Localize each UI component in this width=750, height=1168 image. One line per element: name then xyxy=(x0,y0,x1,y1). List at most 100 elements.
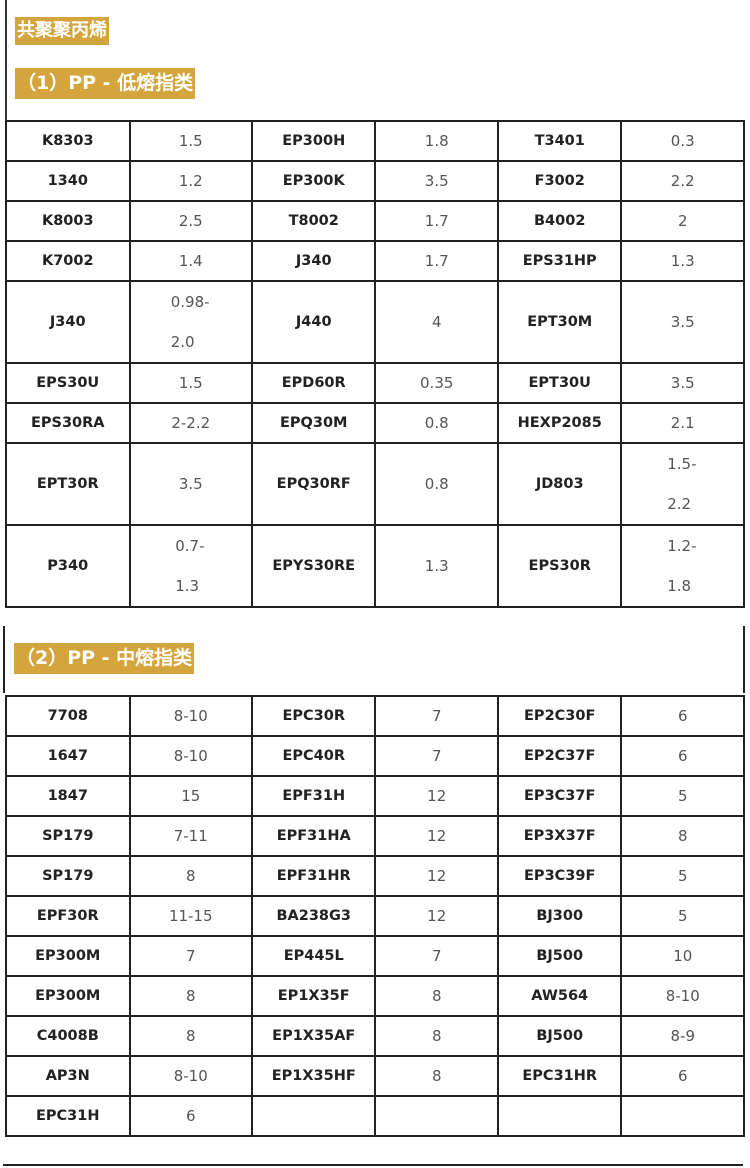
grade-cell: EPQ30RF xyxy=(250,442,377,526)
melt-index-cell: 7 xyxy=(374,735,499,777)
melt-index-cell: 6 xyxy=(620,695,745,737)
melt-index-cell: 12 xyxy=(374,815,499,857)
grade-cell: EP2C30F xyxy=(496,695,623,737)
page-title: 共聚聚丙烯 xyxy=(15,17,109,45)
grade-cell: EP300M xyxy=(5,975,131,1017)
grade-cell: EPD60R xyxy=(250,362,377,404)
table-row: SP179 7-11 EPF31HA 12 EP3X37F 8 xyxy=(5,815,745,857)
melt-index-cell: 8 xyxy=(128,1015,253,1057)
table-row: EPS30RA 2-2.2 EPQ30M 0.8 HEXP2085 2.1 xyxy=(5,402,745,444)
grade-cell xyxy=(250,1095,377,1137)
melt-index-cell: 12 xyxy=(374,855,499,897)
grade-cell: SP179 xyxy=(5,855,131,897)
grade-cell: EPT30U xyxy=(496,362,623,404)
bottom-border xyxy=(3,1164,743,1166)
melt-index-cell: 1.5-2.2 xyxy=(620,442,745,526)
table-row: 1847 15 EPF31H 12 EP3C37F 5 xyxy=(5,775,745,817)
melt-index-cell: 0.35 xyxy=(374,362,499,404)
melt-index-cell: 15 xyxy=(128,775,253,817)
grade-cell: AW564 xyxy=(496,975,623,1017)
melt-index-cell: 8-9 xyxy=(620,1015,745,1057)
melt-index-cell: 1.5 xyxy=(128,362,253,404)
melt-index-cell: 8-10 xyxy=(128,1055,253,1097)
melt-index-cell: 8-10 xyxy=(128,735,253,777)
grade-cell: BJ500 xyxy=(496,935,623,977)
grade-cell: F3002 xyxy=(496,160,623,202)
melt-index-cell: 6 xyxy=(128,1095,253,1137)
melt-index-cell: 0.8 xyxy=(374,442,499,526)
melt-index-cell: 1.2-1.8 xyxy=(620,524,745,608)
table-row: K8303 1.5 EP300H 1.8 T3401 0.3 xyxy=(5,120,745,162)
melt-index-cell: 1.3 xyxy=(620,240,745,282)
melt-index-cell: 0.8 xyxy=(374,402,499,444)
grade-cell: 1847 xyxy=(5,775,131,817)
grade-cell: EP300H xyxy=(250,120,377,162)
mid-melt-index-table: 7708 8-10 EPC30R 7 EP2C30F 6 1647 8-10 EPC40R 7 EP… xyxy=(5,695,745,1137)
table-row: 7708 8-10 EPC30R 7 EP2C30F 6 xyxy=(5,695,745,737)
section1-heading: （1）PP - 低熔指类 xyxy=(15,68,196,99)
melt-index-cell: 8 xyxy=(128,855,253,897)
table-row: EPS30U 1.5 EPD60R 0.35 EPT30U 3.5 xyxy=(5,362,745,404)
grade-cell: EPS30R xyxy=(496,524,623,608)
melt-index-cell: 3.5 xyxy=(620,362,745,404)
melt-index-value: 0.98-2.0 xyxy=(170,293,210,351)
grade-cell: EP300K xyxy=(250,160,377,202)
grade-cell: K8303 xyxy=(5,120,131,162)
grade-cell: 7708 xyxy=(5,695,131,737)
grade-cell: EPQ30M xyxy=(250,402,377,444)
melt-index-cell: 0.3 xyxy=(620,120,745,162)
table-row: SP179 8 EPF31HR 12 EP3C39F 5 xyxy=(5,855,745,897)
melt-index-cell: 12 xyxy=(374,775,499,817)
left-border xyxy=(5,0,7,120)
melt-index-cell: 2 xyxy=(620,200,745,242)
grade-cell: EPYS30RE xyxy=(250,524,377,608)
melt-index-cell: 0.98-2.0 xyxy=(128,280,253,364)
grade-cell: EPS30RA xyxy=(5,402,131,444)
melt-index-cell: 8-10 xyxy=(128,695,253,737)
table-row: K7002 1.4 J340 1.7 EPS31HP 1.3 xyxy=(5,240,745,282)
section2-heading: （2）PP - 中熔指类 xyxy=(14,643,195,674)
grade-cell: AP3N xyxy=(5,1055,131,1097)
melt-index-cell: 6 xyxy=(620,1055,745,1097)
table-row: EPF30R 11-15 BA238G3 12 BJ300 5 xyxy=(5,895,745,937)
melt-index-cell: 3.5 xyxy=(128,442,253,526)
melt-index-cell: 8 xyxy=(128,975,253,1017)
grade-cell: SP179 xyxy=(5,815,131,857)
grade-cell: EPC31H xyxy=(5,1095,131,1137)
grade-cell: EP1X35HF xyxy=(250,1055,377,1097)
grade-cell: BJ500 xyxy=(496,1015,623,1057)
grade-cell: EPC40R xyxy=(250,735,377,777)
table-row: EPC31H 6 xyxy=(5,1095,745,1137)
melt-index-cell: 8 xyxy=(374,975,499,1017)
melt-index-cell: 2.1 xyxy=(620,402,745,444)
table-row: K8003 2.5 T8002 1.7 B4002 2 xyxy=(5,200,745,242)
grade-cell: EPS30U xyxy=(5,362,131,404)
table-row: P340 0.7-1.3 EPYS30RE 1.3 EPS30R 1.2-1.8 xyxy=(5,524,745,608)
melt-index-cell: 12 xyxy=(374,895,499,937)
table-row: EP300M 8 EP1X35F 8 AW564 8-10 xyxy=(5,975,745,1017)
grade-cell: JD803 xyxy=(496,442,623,526)
melt-index-cell: 1.8 xyxy=(374,120,499,162)
grade-cell: K8003 xyxy=(5,200,131,242)
melt-index-cell: 11-15 xyxy=(128,895,253,937)
grade-cell: EP300M xyxy=(5,935,131,977)
table-row: 1340 1.2 EP300K 3.5 F3002 2.2 xyxy=(5,160,745,202)
melt-index-cell: 2.2 xyxy=(620,160,745,202)
melt-index-cell: 10 xyxy=(620,935,745,977)
grade-cell xyxy=(496,1095,623,1137)
melt-index-value: 1.2-1.8 xyxy=(667,537,697,595)
low-melt-index-table: K8303 1.5 EP300H 1.8 T3401 0.3 1340 1.2 EP300K 3.… xyxy=(5,120,745,608)
melt-index-cell: 2.5 xyxy=(128,200,253,242)
grade-cell: P340 xyxy=(5,524,131,608)
grade-cell: BJ300 xyxy=(496,895,623,937)
melt-index-cell: 5 xyxy=(620,775,745,817)
grade-cell: EPT30R xyxy=(5,442,131,526)
melt-index-cell: 5 xyxy=(620,855,745,897)
grade-cell: EP1X35F xyxy=(250,975,377,1017)
melt-index-value: 1.5-2.2 xyxy=(667,455,697,513)
melt-index-cell: 1.7 xyxy=(374,200,499,242)
melt-index-cell: 2-2.2 xyxy=(128,402,253,444)
table-row: J340 0.98-2.0 J440 4 EPT30M 3.5 xyxy=(5,280,745,364)
grade-cell: EPF31H xyxy=(250,775,377,817)
melt-index-cell: 6 xyxy=(620,735,745,777)
